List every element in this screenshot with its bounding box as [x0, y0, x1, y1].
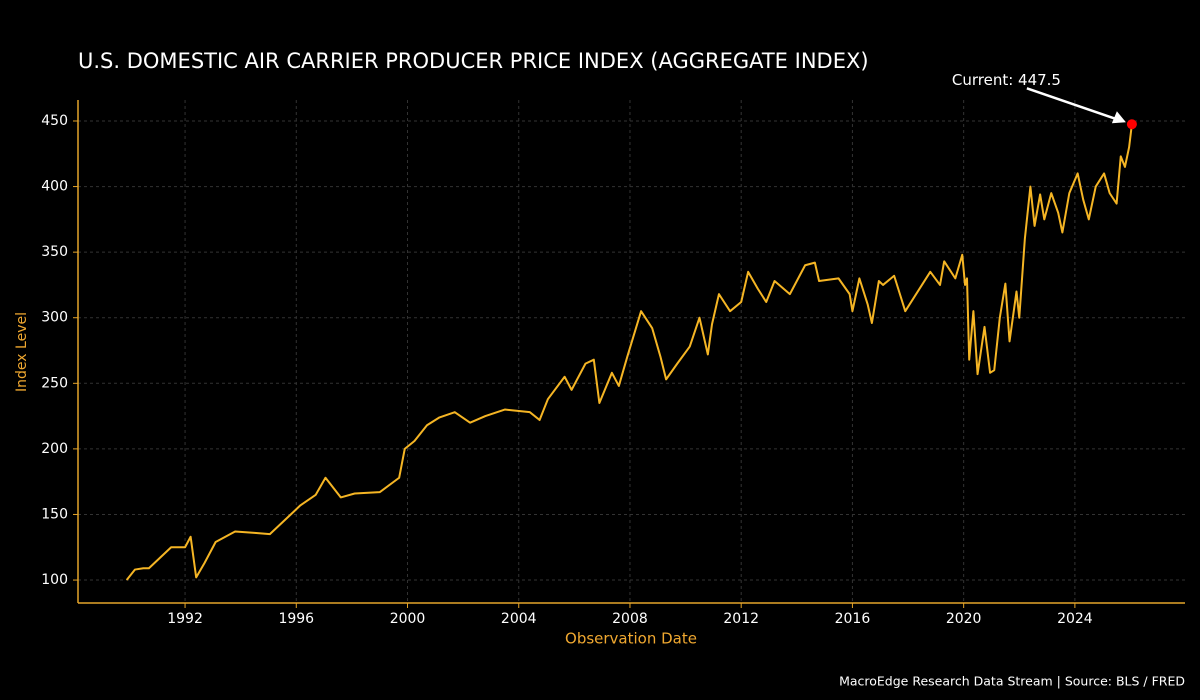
y-tick-label: 450: [41, 113, 68, 129]
x-axis-label: Observation Date: [565, 630, 697, 648]
source-note: MacroEdge Research Data Stream | Source:…: [839, 674, 1185, 689]
x-tick-label: 2024: [1057, 611, 1093, 627]
current-point: [1126, 119, 1137, 130]
y-tick-label: 200: [41, 441, 68, 457]
x-tick-label: 2004: [501, 611, 537, 627]
y-tick-label: 250: [41, 375, 68, 391]
x-tick-label: 2012: [723, 611, 759, 627]
chart-title: U.S. DOMESTIC AIR CARRIER PRODUCER PRICE…: [78, 49, 869, 73]
y-tick-label: 400: [41, 179, 68, 195]
y-tick-label: 350: [41, 244, 68, 260]
y-axis-label: Index Level: [14, 312, 30, 392]
x-tick-label: 2008: [612, 611, 648, 627]
x-tick-label: 2020: [946, 611, 982, 627]
y-tick-label: 300: [41, 310, 68, 326]
x-tick-label: 2016: [835, 611, 871, 627]
data-line: [125, 124, 1133, 581]
annotation-text: Current: 447.5: [952, 71, 1061, 89]
annotation-arrowhead: [1111, 111, 1126, 124]
y-tick-label: 150: [41, 506, 68, 522]
annotation-arrow: [1026, 87, 1121, 122]
y-tick-label: 100: [41, 572, 68, 588]
x-tick-label: 1996: [278, 611, 314, 627]
x-tick-label: 2000: [390, 611, 426, 627]
x-tick-label: 1992: [167, 611, 203, 627]
